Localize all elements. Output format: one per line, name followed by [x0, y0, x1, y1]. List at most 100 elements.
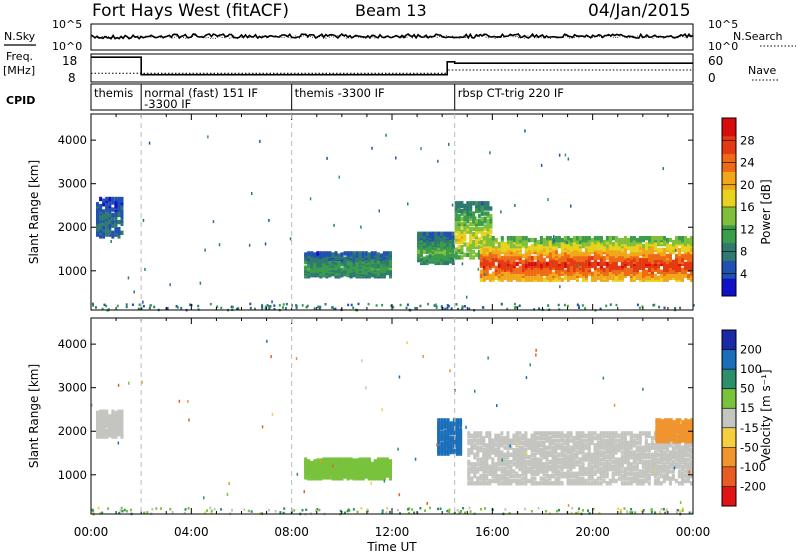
velocity-echo-cell	[488, 469, 492, 474]
power-echo-cell	[457, 224, 461, 229]
velocity-echo-cell	[470, 440, 474, 446]
power-echo-cell	[593, 277, 597, 282]
velocity-echo-cell	[557, 474, 561, 479]
power-echo-cell	[343, 251, 347, 256]
velocity-echo-cell	[569, 431, 573, 436]
velocity-echo-cell	[578, 476, 582, 481]
power-echo-cell	[475, 239, 478, 245]
power-echo-cell	[497, 241, 501, 247]
power-noise-cell	[261, 306, 264, 310]
velocity-echo-cell	[542, 431, 546, 436]
velocity-echo-cell	[108, 430, 112, 436]
velocity-echo-cell	[653, 445, 657, 450]
velocity-echo-cell	[641, 455, 645, 460]
velocity-echo-cell	[671, 450, 675, 455]
velocity-echo-cell	[497, 440, 501, 446]
velocity-echo-cell	[665, 469, 669, 474]
velocity-echo-cell	[662, 445, 666, 450]
velocity-echo-cell	[491, 443, 495, 448]
power-echo-cell	[590, 261, 594, 267]
velocity-echo-cell	[655, 424, 659, 429]
velocity-noise-cell	[665, 508, 668, 512]
power-echo-cell	[557, 253, 561, 259]
velocity-noise-cell	[346, 509, 349, 513]
velocity-echo-cell	[608, 457, 612, 462]
velocity-echo-cell	[602, 443, 606, 448]
velocity-echo-cell	[557, 464, 561, 469]
power-echo-cell	[690, 247, 693, 253]
velocity-echo-cell	[554, 450, 558, 455]
power-echo-cell	[675, 263, 678, 269]
power-echo-cell	[480, 221, 484, 227]
velocity-echo-cell	[521, 452, 525, 457]
power-noise-cell	[305, 305, 308, 309]
power-echo-cell	[111, 223, 115, 228]
velocity-echo-cell	[677, 481, 681, 486]
velocity-echo-cell	[536, 445, 540, 450]
velocity-echo-cell	[605, 433, 609, 438]
velocity-echo-cell	[638, 436, 642, 441]
power-echo-cell	[530, 255, 534, 261]
velocity-echo-cell	[644, 474, 648, 479]
velocity-echo-cell	[641, 445, 645, 450]
velocity-echo-cell	[662, 478, 666, 484]
velocity-echo-cell	[385, 457, 389, 462]
velocity-echo-cell	[653, 471, 657, 476]
velocity-echo-cell	[611, 464, 615, 469]
velocity-echo-cell	[506, 450, 510, 455]
velocity-echo-cell	[635, 433, 639, 438]
velocity-echo-cell	[674, 452, 678, 457]
velocity-echo-cell	[485, 450, 489, 455]
velocity-echo-cell	[677, 450, 681, 455]
power-noise-cell	[557, 303, 560, 307]
power-scatter-cell	[309, 197, 312, 201]
velocity-scatter-cell	[128, 381, 130, 385]
power-scatter-cell	[465, 295, 468, 299]
velocity-noise-cell	[92, 511, 95, 514]
nsky-label: N.Sky	[4, 30, 36, 43]
velocity-echo-cell	[530, 445, 534, 450]
power-echo-cell	[614, 271, 618, 276]
velocity-echo-cell	[482, 450, 486, 455]
power-noise-cell	[513, 302, 516, 306]
velocity-echo-cell	[304, 474, 308, 479]
velocity-echo-cell	[337, 474, 341, 479]
power-echo-cell	[460, 247, 464, 252]
power-echo-cell	[651, 267, 654, 272]
velocity-echo-cell	[581, 457, 585, 462]
velocity-echo-cell	[542, 445, 546, 450]
power-noise-cell	[334, 307, 337, 311]
velocity-noise-cell	[274, 510, 277, 513]
nave-tick-low: 0	[708, 71, 716, 85]
velocity-echo-cell	[687, 471, 690, 476]
power-echo-cell	[681, 277, 684, 282]
power-echo-cell	[352, 273, 356, 278]
power-noise-cell	[663, 306, 666, 310]
velocity-echo-cell	[638, 433, 642, 438]
velocity-echo-cell	[658, 424, 662, 429]
power-echo-cell	[454, 255, 458, 260]
velocity-echo-cell	[554, 462, 558, 467]
velocity-echo-cell	[587, 471, 591, 476]
velocity-echo-cell	[518, 466, 522, 472]
velocity-echo-cell	[675, 418, 679, 423]
power-echo-cell	[524, 263, 528, 269]
velocity-echo-cell	[497, 450, 501, 455]
velocity-echo-cell	[488, 433, 492, 438]
velocity-echo-cell	[512, 455, 516, 460]
velocity-echo-cell	[473, 471, 477, 476]
power-echo-cell	[494, 265, 498, 271]
velocity-echo-cell	[681, 459, 684, 465]
velocity-echo-cell	[527, 469, 531, 474]
velocity-echo-cell	[382, 473, 386, 478]
velocity-echo-cell	[644, 440, 648, 446]
power-scatter-cell	[564, 153, 567, 157]
power-echo-cell	[500, 255, 504, 261]
velocity-echo-cell	[554, 433, 558, 438]
velocity-echo-cell	[497, 459, 501, 465]
velocity-echo-cell	[572, 481, 576, 486]
velocity-echo-cell	[482, 478, 486, 484]
power-scatter-cell	[342, 270, 344, 274]
power-echo-cell	[545, 249, 549, 255]
velocity-scatter-cell	[540, 463, 543, 467]
